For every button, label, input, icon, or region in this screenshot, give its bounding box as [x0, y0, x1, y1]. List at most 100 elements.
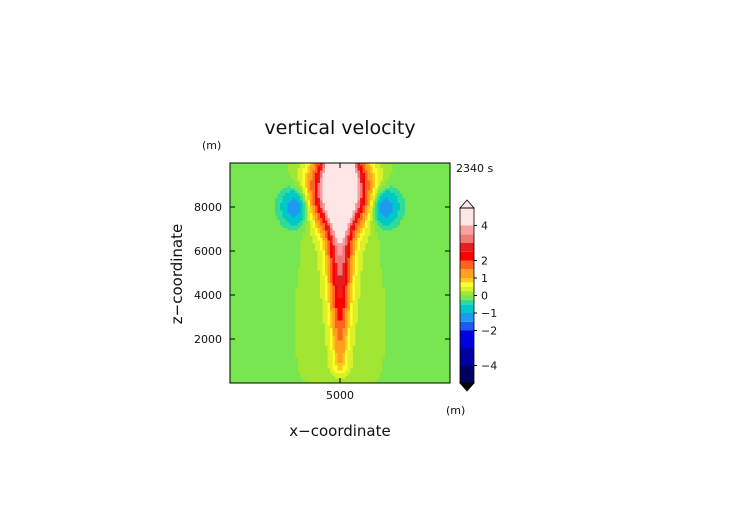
contour-cell [352, 263, 356, 266]
contour-cell [250, 325, 253, 329]
contour-cell [345, 218, 348, 221]
contour-cell [407, 195, 411, 199]
contour-cell [347, 290, 351, 294]
contour-cell [395, 323, 398, 326]
contour-cell [270, 218, 273, 221]
contour-cell [405, 230, 408, 234]
contour-cell [360, 265, 363, 269]
contour-cell [372, 213, 376, 216]
contour-cell [395, 190, 398, 194]
contour-cell [257, 253, 261, 256]
contour-cell [292, 348, 296, 351]
contour-cell [327, 238, 331, 241]
contour-cell [400, 290, 403, 294]
contour-cell [317, 213, 321, 216]
contour-cell [275, 175, 278, 179]
contour-cell [337, 348, 341, 351]
contour-cell [342, 218, 346, 221]
contour-cell [237, 253, 241, 256]
contour-cell [375, 213, 378, 216]
contour-cell [335, 353, 338, 356]
contour-cell [242, 225, 246, 229]
contour-cell [277, 285, 281, 289]
contour-cell [310, 190, 313, 194]
contour-cell [332, 218, 336, 221]
contour-cell [305, 168, 308, 171]
contour-cell [255, 243, 258, 246]
contour-cell [382, 223, 386, 226]
contour-cell [352, 265, 356, 269]
contour-cell [335, 208, 338, 211]
contour-cell [245, 218, 248, 221]
contour-cell [362, 245, 366, 249]
contour-cell [310, 205, 313, 209]
contour-cell [260, 368, 263, 371]
contour-cell [315, 183, 318, 186]
contour-cell [382, 245, 386, 249]
contour-cell [255, 288, 258, 291]
contour-cell [387, 380, 391, 383]
contour-cell [397, 353, 401, 356]
contour-cell [330, 265, 333, 269]
contour-cell [237, 335, 241, 339]
contour-cell [342, 288, 346, 291]
contour-cell [250, 218, 253, 221]
contour-cell [345, 205, 348, 209]
contour-cell [395, 375, 398, 379]
contour-cell [232, 173, 236, 176]
contour-cell [355, 163, 358, 166]
contour-cell [267, 370, 271, 374]
contour-cell [350, 308, 353, 311]
contour-cell [255, 245, 258, 249]
contour-cell [282, 328, 286, 331]
contour-cell [340, 183, 343, 186]
contour-cell [340, 375, 343, 379]
contour-cell [250, 300, 253, 304]
contour-cell [262, 370, 266, 374]
contour-cell [292, 365, 296, 369]
contour-cell [287, 218, 291, 221]
contour-cell [402, 368, 406, 371]
contour-cell [290, 183, 293, 186]
contour-cell [342, 353, 346, 356]
contour-cell [407, 168, 411, 171]
contour-cell [405, 190, 408, 194]
contour-cell [400, 285, 403, 289]
contour-cell [380, 373, 383, 376]
contour-cell [285, 190, 288, 194]
contour-cell [347, 263, 351, 266]
contour-cell [242, 165, 246, 169]
contour-cell [337, 320, 341, 324]
contour-cell [285, 295, 288, 299]
contour-cell [405, 303, 408, 306]
contour-cell [275, 168, 278, 171]
contour-cell [290, 305, 293, 309]
contour-cell [352, 238, 356, 241]
contour-cell [240, 315, 243, 319]
contour-cell [342, 193, 346, 196]
contour-cell [350, 340, 353, 344]
contour-cell [390, 365, 393, 369]
contour-cell [347, 305, 351, 309]
contour-cell [365, 190, 368, 194]
contour-cell [260, 290, 263, 294]
contour-cell [257, 300, 261, 304]
contour-cell [350, 305, 353, 309]
contour-cell [245, 255, 248, 259]
contour-cell [352, 208, 356, 211]
contour-cell [255, 210, 258, 214]
contour-cell [335, 198, 338, 201]
contour-cell [275, 308, 278, 311]
contour-cell [367, 215, 371, 219]
contour-cell [267, 198, 271, 201]
contour-cell [387, 190, 391, 194]
contour-cell [342, 315, 346, 319]
contour-cell [307, 210, 311, 214]
contour-cell [397, 223, 401, 226]
contour-cell [240, 328, 243, 331]
contour-cell [237, 295, 241, 299]
contour-cell [325, 180, 328, 184]
contour-cell [355, 183, 358, 186]
contour-cell [270, 225, 273, 229]
contour-cell [292, 220, 296, 224]
